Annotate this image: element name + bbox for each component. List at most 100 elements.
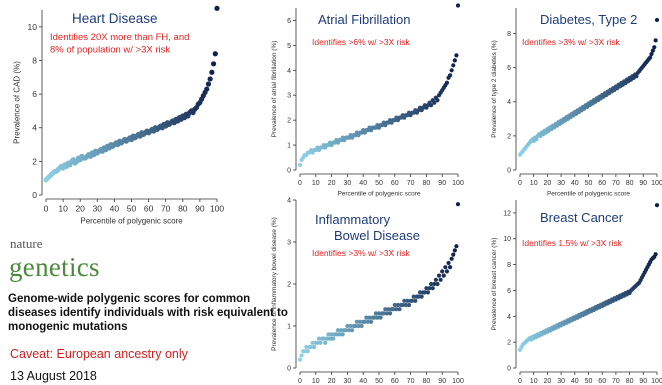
data-point [381,311,386,316]
paper-title: Genome-wide polygenic scores for common … [8,293,288,333]
x-tick-label: 100 [651,378,662,385]
data-point [449,68,454,73]
data-point [444,80,450,85]
data-point [304,344,309,350]
data-point [310,340,315,345]
x-tick-label: 80 [423,180,431,187]
data-point [430,286,435,291]
data-point [443,265,448,270]
data-point [446,260,451,266]
data-point [356,323,361,329]
chart-title: Inflammatory [315,212,391,227]
x-tick-label: 60 [391,378,399,385]
data-point [367,315,372,320]
data-point [406,302,412,308]
x-tick-label: 100 [651,180,662,187]
data-point [454,53,459,58]
data-point [654,203,660,208]
data-point [441,273,446,278]
x-tick-label: 70 [612,180,620,187]
data-point [534,137,539,142]
data-point [422,290,427,295]
y-axis-label: Prevalence of breast cancer (%) [491,238,498,331]
data-point [369,319,374,324]
data-point [649,51,654,57]
data-point [634,74,639,79]
data-point [207,76,213,82]
data-point [364,315,369,320]
data-point [395,302,401,308]
chart-panel: 0246810120102030405060708090100Percentil… [491,200,662,385]
y-tick-label: 4 [507,314,511,321]
x-tick-label: 90 [195,204,205,214]
data-point [338,328,344,333]
data-point [308,344,314,350]
data-point [455,3,461,8]
data-point [383,307,388,312]
x-tick-label: 40 [571,180,579,187]
data-point [429,103,434,108]
y-tick-label: 8 [32,55,37,65]
data-point [433,277,438,282]
x-tick-label: 20 [75,204,85,214]
y-tick-label: 12 [503,210,511,217]
x-axis-label: Percentile of polygenic score [547,190,630,197]
chart-title: Atrial Fibrillation [318,12,410,27]
data-point [326,332,331,337]
data-point [305,349,310,354]
data-point [350,328,355,333]
y-tick-label: 3 [287,93,291,100]
x-tick-label: 10 [530,180,538,187]
chart-title: Breast Cancer [540,210,624,225]
data-point [302,349,307,354]
data-point [324,336,329,341]
y-tick-label: 1 [287,323,291,330]
data-point [376,311,382,316]
y-tick-label: 4 [287,197,291,204]
x-tick-label: 50 [585,180,593,187]
x-tick-label: 60 [598,378,606,385]
y-tick-label: 2 [32,156,37,166]
data-point [435,98,440,103]
data-point [387,311,393,316]
x-tick-label: 100 [452,378,464,385]
x-tick-label: 10 [312,180,320,187]
x-tick-label: 50 [585,378,593,385]
y-tick-label: 0 [287,365,291,372]
data-point [448,73,453,78]
data-point [321,336,326,341]
data-point [425,290,431,295]
data-point [205,81,212,87]
data-point [455,202,461,207]
y-tick-label: 5 [287,43,291,50]
x-tick-label: 80 [423,378,431,385]
data-point [312,344,317,350]
data-point [365,319,371,324]
y-tick-label: 2 [507,340,511,347]
data-point [410,298,415,303]
x-tick-label: 30 [344,378,352,385]
data-point [652,45,657,50]
data-point [316,336,322,341]
data-point [297,162,303,168]
x-tick-label: 0 [518,378,522,385]
data-point [394,307,399,312]
x-tick-label: 20 [544,180,552,187]
data-point [353,323,358,329]
chart-annotation: Identifies 1.5% w/ >3X risk [522,238,623,248]
chart-title: Heart Disease [72,11,158,26]
data-point [454,244,459,249]
y-axis-label: Prevalence of CAD (%) [12,61,21,144]
x-tick-label: 0 [44,204,49,214]
y-tick-label: 4 [32,123,37,133]
y-tick-label: 8 [507,31,511,38]
data-point [373,311,378,316]
y-tick-label: 6 [507,288,511,295]
y-tick-label: 4 [287,68,291,75]
data-point [452,58,457,63]
x-tick-label: 0 [518,180,522,187]
y-tick-label: 2 [287,118,291,125]
x-tick-label: 90 [639,378,647,385]
x-tick-label: 50 [375,180,383,187]
